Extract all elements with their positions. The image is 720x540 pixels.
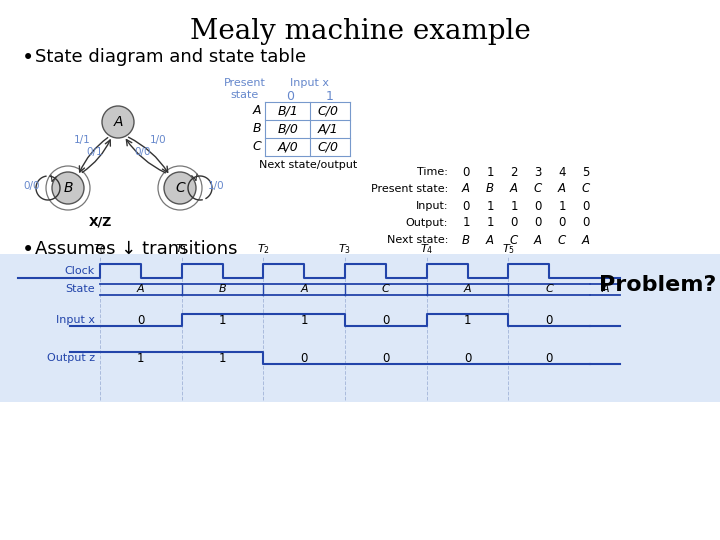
Text: Time:: Time: [417,167,448,177]
Text: B: B [219,285,226,294]
Text: 0: 0 [534,217,541,230]
Text: C: C [534,183,542,195]
Text: X/Z: X/Z [89,215,112,228]
Text: C: C [253,140,261,153]
Text: A: A [601,285,609,294]
Text: 0: 0 [582,199,590,213]
Text: 1: 1 [510,199,518,213]
Text: 1: 1 [462,217,469,230]
Text: 0: 0 [462,199,469,213]
Text: Input x: Input x [290,78,330,88]
Text: Present: Present [224,78,266,88]
Text: A: A [464,285,472,294]
Text: 1: 1 [486,217,494,230]
Text: A: A [534,233,542,246]
Text: 0/0: 0/0 [135,147,151,157]
Text: 1: 1 [219,314,226,327]
Text: C: C [175,181,185,195]
Text: Present state:: Present state: [371,184,448,194]
Text: Input x: Input x [56,315,95,325]
Text: Mealy machine example: Mealy machine example [189,18,531,45]
Text: 0: 0 [286,90,294,103]
Text: C/0: C/0 [318,105,338,118]
Text: 0: 0 [582,217,590,230]
Text: 0/0: 0/0 [24,181,40,191]
Bar [0,254,720,402]
Text: 1: 1 [300,314,308,327]
Text: A/0: A/0 [278,140,298,153]
Text: C/0: C/0 [318,140,338,153]
Text: 1: 1 [219,352,226,365]
Text: 1: 1 [326,90,334,103]
Text: Clock: Clock [65,266,95,276]
Text: state: state [231,90,259,100]
Text: Next state/output: Next state/output [259,160,357,170]
Text: B: B [486,183,494,195]
Text: B/0: B/0 [278,123,298,136]
Text: •: • [22,48,35,68]
Text: Output z: Output z [47,353,95,363]
Text: 0: 0 [382,352,390,365]
Text: B: B [462,233,470,246]
Text: A: A [113,115,122,129]
Text: $T_3$: $T_3$ [338,242,351,256]
Text: $T_2$: $T_2$ [257,242,270,256]
Text: 0: 0 [534,199,541,213]
Text: Problem?: Problem? [599,275,716,295]
Text: 0: 0 [464,352,471,365]
Text: $T_1$: $T_1$ [175,242,188,256]
Text: B/1: B/1 [278,105,298,118]
Text: C: C [582,183,590,195]
Text: Next state:: Next state: [387,235,448,245]
Text: C: C [510,233,518,246]
Circle shape [164,172,196,204]
Text: A: A [582,233,590,246]
Text: Input:: Input: [415,201,448,211]
Text: 1/1: 1/1 [73,135,91,145]
Text: 1/0: 1/0 [207,181,225,191]
Text: $T_4$: $T_4$ [420,242,433,256]
Text: State diagram and state table: State diagram and state table [35,48,306,66]
Text: 1: 1 [486,199,494,213]
Text: 0: 0 [558,217,566,230]
Text: 1: 1 [558,199,566,213]
Text: A: A [486,233,494,246]
Text: A: A [137,285,145,294]
Text: Assumes ↓ transitions: Assumes ↓ transitions [35,240,238,258]
Text: 0: 0 [510,217,518,230]
Text: 2: 2 [510,165,518,179]
Text: 0: 0 [546,352,553,365]
Text: 3: 3 [534,165,541,179]
Text: 0: 0 [546,314,553,327]
Text: A: A [558,183,566,195]
Text: 1: 1 [137,352,145,365]
Text: $T_5$: $T_5$ [502,242,515,256]
Text: 0: 0 [300,352,308,365]
Text: A: A [510,183,518,195]
Text: •: • [22,240,35,260]
Text: B: B [253,123,261,136]
Text: State: State [66,285,95,294]
Text: 1/0: 1/0 [150,135,166,145]
Text: $T_0$: $T_0$ [94,242,107,256]
Text: 4: 4 [558,165,566,179]
Text: A: A [462,183,470,195]
Text: Output:: Output: [405,218,448,228]
Text: A: A [300,285,308,294]
Text: B: B [63,181,73,195]
Text: C: C [558,233,566,246]
Text: 0: 0 [137,314,145,327]
Text: 5: 5 [582,165,590,179]
Text: A: A [253,105,261,118]
Text: C: C [382,285,390,294]
Text: A/1: A/1 [318,123,338,136]
Circle shape [52,172,84,204]
Text: 1: 1 [464,314,472,327]
Text: 0/1: 0/1 [86,147,103,157]
Text: 1: 1 [486,165,494,179]
Text: 0: 0 [382,314,390,327]
Text: 0: 0 [462,165,469,179]
Text: C: C [545,285,553,294]
Circle shape [102,106,134,138]
